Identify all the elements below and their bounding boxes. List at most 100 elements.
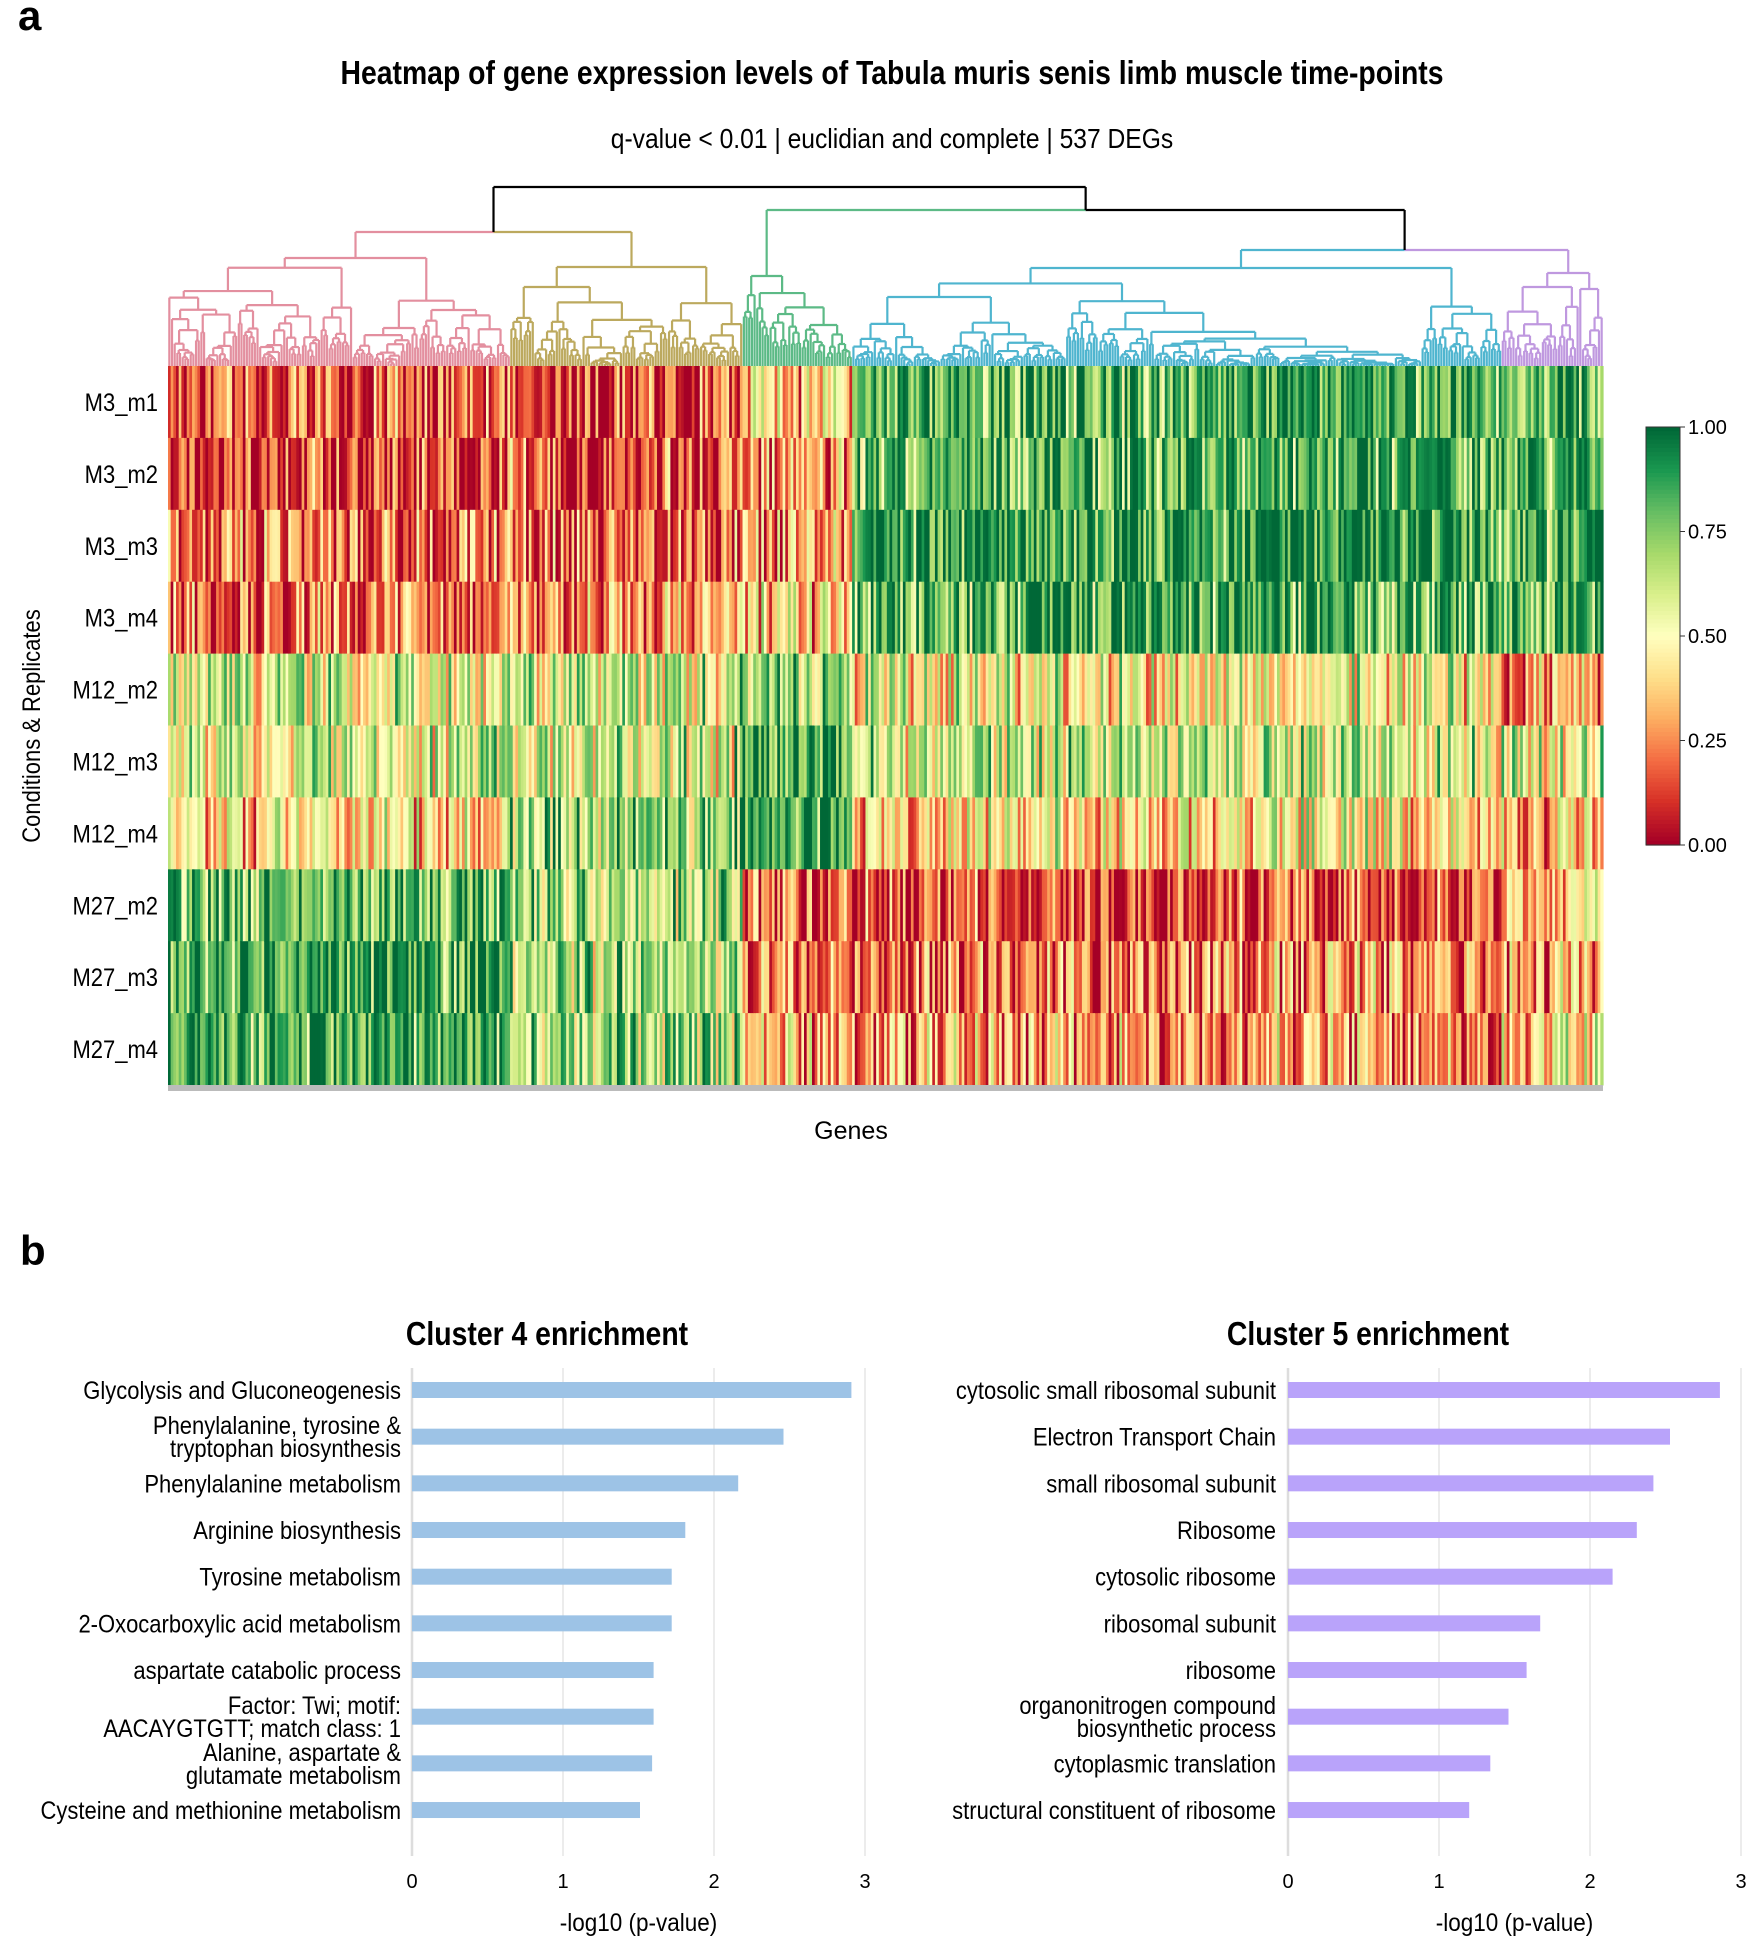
heatmap-cell [608,581,613,655]
heatmap-cell [865,437,869,511]
heatmap-cell [921,509,925,583]
heatmap-cell [785,653,789,726]
heatmap-cell [1041,941,1046,1014]
heatmap-cell [806,437,810,511]
heatmap-cell [1047,366,1051,439]
heatmap-cell [229,1013,233,1086]
heatmap-cell [1033,581,1038,655]
heatmap-cell [742,653,746,726]
heatmap-cell [689,725,693,798]
heatmap-cell [844,437,848,511]
heatmap-cell [1012,509,1016,583]
heatmap-cell [266,366,271,439]
heatmap-cell [854,1013,859,1086]
heatmap-cell [403,941,407,1014]
heatmap-cell [331,797,335,870]
heatmap-cell [536,437,541,511]
heatmap-cell [531,581,535,655]
heatmap-cell [961,366,965,439]
heatmap [168,366,1604,1091]
heatmap-cell [817,437,821,511]
heatmap-cell [779,797,784,870]
heatmap-cell [336,653,340,726]
heatmap-cell [242,437,247,511]
heatmap-cell [886,797,891,870]
heatmap-cell [314,869,319,942]
heatmap-cell [579,509,583,583]
heatmap-cell [1007,869,1011,942]
heatmap-cell [210,725,215,798]
heatmap-cell [229,869,233,942]
heatmap-cell [774,869,778,942]
heatmap-cell [1065,941,1070,1014]
heatmap-cell [1049,1013,1054,1086]
heatmap-cell [718,941,722,1014]
heatmap-cell [686,581,690,655]
heatmap-cell [464,725,468,798]
heatmap-cell [456,941,460,1014]
heatmap-cell [755,869,760,942]
heatmap-cell [723,797,728,870]
heatmap-cell [528,797,533,870]
heatmap-cell [210,366,215,439]
heatmap-cell [173,581,177,655]
heatmap-cell [918,725,923,798]
heatmap-cell [1068,653,1072,726]
heatmap-cell [469,509,474,583]
heatmap-cell [392,1013,396,1086]
heatmap-cell [846,366,851,439]
heatmap-cell [865,941,869,1014]
heatmap-cell [921,653,925,726]
heatmap-cell [1044,653,1048,726]
heatmap-cell [665,725,669,798]
heatmap-cell [389,725,394,798]
heatmap-cell [285,437,289,511]
heatmap-cell [892,797,896,870]
heatmap-cell [777,869,781,942]
heatmap-cell [282,437,287,511]
heatmap-cell [638,725,642,798]
heatmap-cell [766,366,770,439]
heatmap-cell [761,653,765,726]
heatmap-cell [486,1013,490,1086]
heatmap-cell [365,653,370,726]
heatmap-cell [902,941,907,1014]
heatmap-cell [584,509,589,583]
heatmap-cell [718,509,722,583]
heatmap-cell [200,653,204,726]
heatmap-cell [649,797,653,870]
heatmap-cell [916,725,920,798]
heatmap-cell [854,797,859,870]
heatmap-cell [560,366,565,439]
heatmap-cell [389,941,394,1014]
heatmap-cell [301,941,305,1014]
heatmap-cell [472,725,476,798]
heatmap-cell [469,653,474,726]
heatmap-cell [940,581,944,655]
heatmap-cell [389,366,394,439]
heatmap-cell [528,437,533,511]
heatmap-cell [531,366,535,439]
heatmap-cell [451,1013,455,1086]
heatmap-cell [379,941,383,1014]
heatmap-cell [798,725,802,798]
heatmap-cell [705,366,709,439]
heatmap-cell [646,366,650,439]
heatmap-cell [734,1013,738,1086]
heatmap-cell [539,869,543,942]
heatmap-cell [512,869,516,942]
heatmap-cell [774,941,778,1014]
heatmap-cell [392,725,396,798]
heatmap-cell [550,509,554,583]
heatmap-cell [812,437,816,511]
heatmap-cell [507,366,511,439]
heatmap-cell [475,1013,479,1086]
heatmap-cell [424,509,428,583]
heatmap-cell [790,797,794,870]
heatmap-cell [993,366,997,439]
heatmap-cell [1033,366,1038,439]
heatmap-cell [502,941,506,1014]
heatmap-cell [975,869,979,942]
heatmap-cell [579,1013,583,1086]
heatmap-cell [192,653,196,726]
